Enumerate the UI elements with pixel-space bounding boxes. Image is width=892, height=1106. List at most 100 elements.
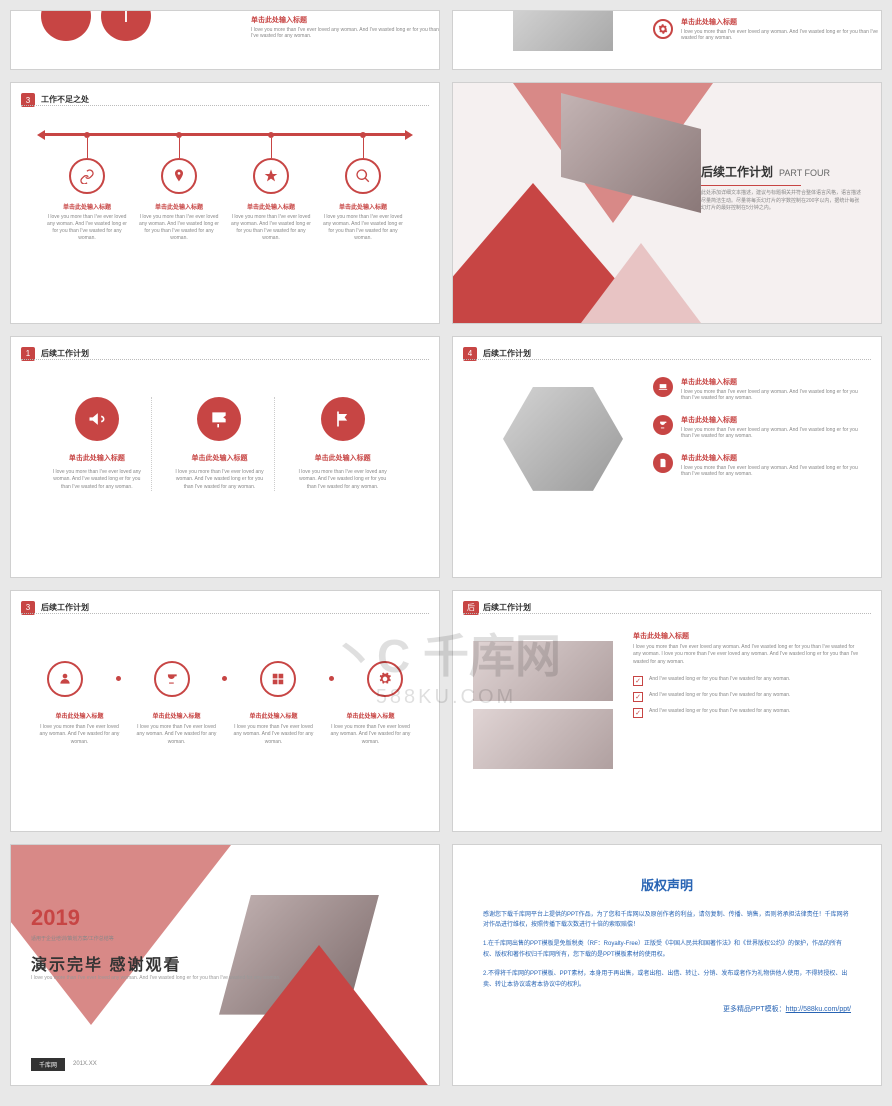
- more-link[interactable]: http://588ku.com/ppt/: [786, 1006, 851, 1013]
- checkbox-icon: ✓: [633, 692, 643, 702]
- search-icon: [345, 158, 381, 194]
- item-heading: 单击此处输入标题: [329, 711, 413, 720]
- divider: [463, 359, 871, 360]
- column-item: 单击此处输入标题 I love you more than I've ever l…: [298, 397, 398, 492]
- underline: [701, 185, 801, 186]
- label-item: 单击此处输入标题 I love you more than I've ever l…: [232, 711, 316, 747]
- divider: [21, 613, 429, 614]
- item-heading: 单击此处输入标题: [681, 17, 881, 27]
- check-text: And I've wasted long er for you than I'v…: [649, 708, 790, 714]
- item-heading: 单击此处输入标题: [681, 415, 861, 425]
- label-item: 单击此处输入标题 I love you more than I've ever l…: [38, 711, 122, 747]
- hexagon-photo: [503, 387, 623, 491]
- slide-checklist: 后 后续工作计划 单击此处输入标题 I love you more than I…: [452, 590, 882, 832]
- footer-date: 201X.XX: [73, 1061, 97, 1067]
- item-heading: 单击此处输入标题: [633, 631, 861, 641]
- link-icon: [69, 158, 105, 194]
- label-item: 单击此处输入标题I love you more than I've ever l…: [135, 711, 219, 747]
- gear-icon: [653, 19, 673, 39]
- slide-closing: 2019 适用于企业培训/策划方案/工作总结等 演示完毕 感谢观看 I love…: [10, 844, 440, 1086]
- slide-section-divider: 后续工作计划PART FOUR 此处添加详细文本描述，建议与标题相关并符合整体语…: [452, 82, 882, 324]
- pin-icon: [161, 158, 197, 194]
- item-body: I love you more than I've ever loved any…: [681, 389, 861, 401]
- item-body: I love you more than I've ever loved any…: [298, 469, 388, 492]
- slide-title: 后续工作计划: [41, 602, 89, 613]
- slide-timeline: 3 工作不足之处 单击此处输入标题I love you more than I'…: [10, 82, 440, 324]
- more-link-line: 更多精品PPT模板：http://588ku.com/ppt/: [483, 1004, 851, 1014]
- item-heading: 单击此处输入标题: [298, 453, 388, 463]
- copyright-title: 版权声明: [483, 875, 851, 894]
- item-body: I love you more than I've ever loved any…: [139, 214, 219, 242]
- section-subtitle: PART FOUR: [779, 168, 830, 178]
- item-heading: 单击此处输入标题: [323, 202, 403, 211]
- flag-icon: [321, 397, 365, 441]
- grid-icon: [260, 661, 296, 697]
- main-title: 演示完毕 感谢观看: [31, 951, 181, 975]
- item-body: I love you more than I've ever loved any…: [175, 469, 264, 492]
- checkbox-icon: ✓: [633, 708, 643, 718]
- photo-placeholder: [513, 10, 613, 51]
- item-heading: 单击此处输入标题: [681, 377, 861, 387]
- item-body: I love you more than I've ever loved any…: [251, 27, 439, 39]
- item-heading: 单击此处输入标题: [232, 711, 316, 720]
- list-item: 单击此处输入标题 I love you more than I've ever l…: [653, 415, 861, 439]
- item-body: I love you more than I've ever loved any…: [681, 29, 881, 41]
- checkbox-icon: ✓: [633, 676, 643, 686]
- copyright-para: 1.在千库网出售的PPT模板是免版税类（RF：Royalty-Free）正版受《…: [483, 939, 851, 961]
- item-body: I love you more than I've ever loved any…: [52, 469, 141, 492]
- list-item: 单击此处输入标题 I love you more than I've ever l…: [653, 377, 861, 401]
- timeline-node: 单击此处输入标题I love you more than I've ever l…: [47, 132, 127, 242]
- slide-three-columns: 1 后续工作计划 单击此处输入标题I love you more than I'…: [10, 336, 440, 578]
- slide-title: 后续工作计划: [483, 602, 531, 613]
- slide-copyright: 版权声明 感谢您下载千库网平台上提供的PPT作品，为了您和千库网以及原创作者的利…: [452, 844, 882, 1086]
- photo-placeholder: [473, 709, 613, 769]
- item-body: I love you more than I've ever loved any…: [38, 724, 122, 747]
- slide-four-dots: 3 后续工作计划 单击此处输入标题I love you more than I'…: [10, 590, 440, 832]
- section-title: 后续工作计划: [701, 165, 773, 179]
- check-text: And I've wasted long er for you than I'v…: [649, 692, 790, 698]
- item-heading: 单击此处输入标题: [139, 202, 219, 211]
- item-body: I love you more than I've ever loved any…: [329, 724, 413, 747]
- column-item: 单击此处输入标题 I love you more than I've ever l…: [175, 397, 275, 492]
- footer-brand: 千库网: [31, 1058, 65, 1071]
- slide-partial-1: T 单击此处输入标题I love you more than I've ever…: [10, 10, 440, 70]
- item-heading: 单击此处输入标题: [175, 453, 264, 463]
- star-icon: [253, 158, 289, 194]
- triangle-shape: [581, 243, 701, 323]
- slide-hex-list: 4 后续工作计划 单击此处输入标题I love you more than I'…: [452, 336, 882, 578]
- slide-grid: T 单击此处输入标题 I love you more than I've ever…: [10, 10, 882, 1086]
- horn-icon: [75, 397, 119, 441]
- item-body: I love you more than I've ever loved any…: [681, 427, 861, 439]
- item-body: I love you more than I've ever loved any…: [232, 724, 316, 747]
- dot-separator: [222, 676, 227, 681]
- item-body: I love you more than I've ever loved any…: [681, 465, 861, 477]
- timeline-node: 单击此处输入标题 I love you more than I've ever l…: [139, 132, 219, 242]
- item-body: I love you more than I've ever loved any…: [231, 214, 311, 242]
- item-heading: 单击此处输入标题: [52, 453, 141, 463]
- cup-icon: [154, 661, 190, 697]
- timeline-bar: [41, 133, 409, 136]
- divider: [21, 359, 429, 360]
- slide-partial-2: 单击此处输入标题 I love you more than I've ever l…: [452, 10, 882, 70]
- timeline-node: 单击此处输入标题I love you more than I've ever l…: [231, 132, 311, 242]
- item-body: I love you more than I've ever loved any…: [323, 214, 403, 242]
- user-icon: [47, 661, 83, 697]
- divider: [463, 613, 871, 614]
- item-body: I love you more than I've ever loved any…: [633, 644, 861, 667]
- divider: [21, 105, 429, 106]
- laptop-icon: [653, 377, 673, 397]
- slide-title: 后续工作计划: [41, 348, 89, 359]
- dot-separator: [329, 676, 334, 681]
- cup-icon: [653, 415, 673, 435]
- check-item: ✓And I've wasted long er for you than I'…: [633, 676, 861, 686]
- gear-icon: [367, 661, 403, 697]
- list-item: 单击此处输入标题I love you more than I've ever l…: [653, 453, 861, 477]
- circle-icon: T: [101, 10, 151, 41]
- sign-icon: [197, 397, 241, 441]
- item-body: I love you more than I've ever loved any…: [47, 214, 127, 242]
- column-item: 单击此处输入标题 I love you more than I've ever l…: [52, 397, 152, 492]
- copyright-para: 2.不得将千库网的PPT模板、PPT素材，本身用于再出售，或者出租、出借、转让、…: [483, 969, 851, 991]
- slide-title: 工作不足之处: [41, 94, 89, 105]
- item-heading: 单击此处输入标题: [38, 711, 122, 720]
- doc-icon: [653, 453, 673, 473]
